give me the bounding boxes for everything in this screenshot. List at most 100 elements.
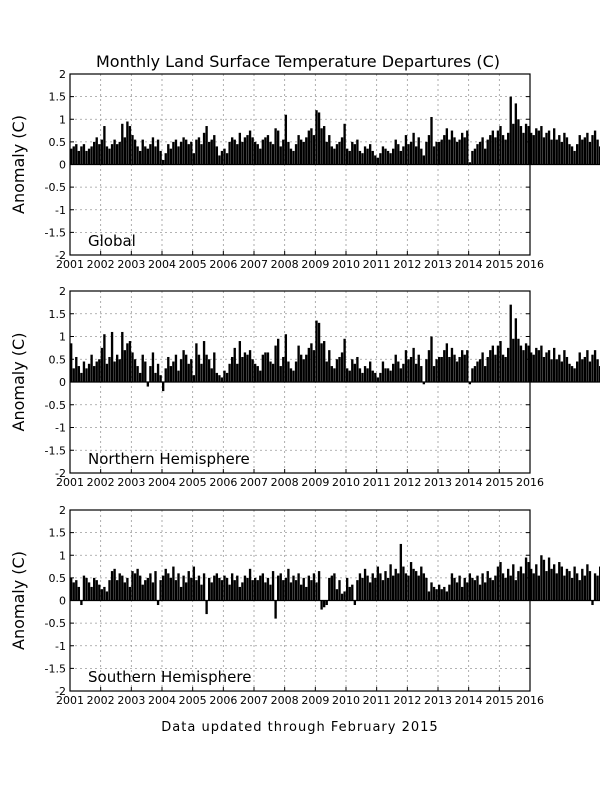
bar (156, 139, 160, 165)
y-tick-label: 0 (59, 595, 66, 608)
bar (335, 359, 339, 382)
bar (581, 139, 584, 165)
bar (356, 580, 359, 601)
x-tick-label: 2014 (455, 694, 483, 707)
bar (197, 575, 201, 601)
bar (294, 144, 298, 165)
bar (576, 144, 579, 165)
bar (491, 580, 495, 601)
bar (307, 575, 311, 601)
bar (159, 150, 162, 165)
bar (586, 350, 589, 382)
bar (530, 352, 533, 382)
bar (586, 564, 589, 601)
bar (205, 354, 208, 382)
bar (581, 568, 584, 601)
panel-label: Global (88, 232, 136, 250)
bar (90, 146, 93, 165)
bar (220, 377, 224, 382)
bar (200, 363, 203, 382)
bar (167, 573, 170, 601)
bar (522, 350, 525, 382)
bar (583, 575, 587, 601)
bar (103, 586, 106, 601)
bar (581, 359, 584, 382)
bar (348, 586, 351, 601)
bar (312, 573, 316, 601)
bar (333, 148, 336, 165)
bar (358, 368, 362, 382)
bar (425, 141, 428, 165)
bar (593, 350, 597, 382)
axis: 2001 2002 2003 2004 2005 2006 2007 2008 2009 2010… (45, 68, 544, 271)
bar (588, 141, 592, 165)
bar (177, 573, 180, 601)
bar (389, 370, 392, 383)
bar (254, 363, 257, 382)
bar (118, 359, 121, 382)
bar (325, 361, 328, 382)
bar (596, 575, 599, 601)
axis: 2001 2002 2003 2004 2005 2006 2007 2008 2009 2010… (45, 285, 544, 489)
bar (328, 135, 331, 165)
bar (172, 141, 175, 165)
bar (254, 577, 257, 601)
bar (384, 368, 387, 382)
bar (246, 354, 249, 382)
bar (335, 144, 339, 165)
x-tick-label: 2007 (240, 258, 268, 271)
bar (435, 359, 438, 382)
x-tick-label: 2004 (148, 694, 176, 707)
bar (139, 575, 142, 601)
bar (277, 338, 280, 382)
bar (302, 141, 305, 165)
bar (486, 571, 489, 601)
bar (225, 372, 229, 382)
bar (317, 571, 321, 601)
bar (238, 132, 242, 165)
y-tick-label: 0.5 (49, 353, 67, 366)
bar (154, 372, 157, 382)
bar (532, 135, 535, 165)
x-tick-label: 2006 (209, 476, 237, 489)
bar (269, 584, 272, 601)
bar (208, 141, 211, 165)
bar (392, 363, 395, 382)
bar (514, 318, 518, 382)
bar (103, 334, 106, 382)
bar (93, 141, 96, 165)
bar (545, 352, 548, 382)
bar (501, 135, 505, 165)
bar (179, 586, 183, 601)
bar (535, 564, 538, 601)
bar (108, 148, 111, 165)
bar (108, 580, 111, 601)
bar (202, 341, 206, 382)
bar (455, 361, 459, 382)
x-tick-label: 2012 (393, 694, 421, 707)
bar (340, 593, 344, 601)
bar (527, 126, 530, 165)
bar (320, 343, 323, 382)
bar (320, 128, 323, 165)
y-tick-label: -1 (55, 640, 66, 653)
bar (399, 368, 403, 382)
bar (287, 141, 290, 165)
bar (348, 370, 351, 383)
bar (266, 135, 270, 165)
bar (228, 363, 231, 382)
x-tick-label: 2006 (209, 258, 237, 271)
bar (169, 577, 173, 601)
bar (404, 573, 408, 601)
bar (392, 148, 395, 165)
bar (87, 148, 91, 165)
bar (409, 356, 413, 382)
bar (468, 162, 472, 165)
bar (379, 573, 382, 601)
bar (473, 580, 477, 601)
x-tick-label: 2008 (271, 476, 299, 489)
bar (409, 562, 413, 601)
bar (80, 600, 83, 606)
y-tick-label: 2 (59, 68, 66, 81)
bar (578, 135, 581, 165)
